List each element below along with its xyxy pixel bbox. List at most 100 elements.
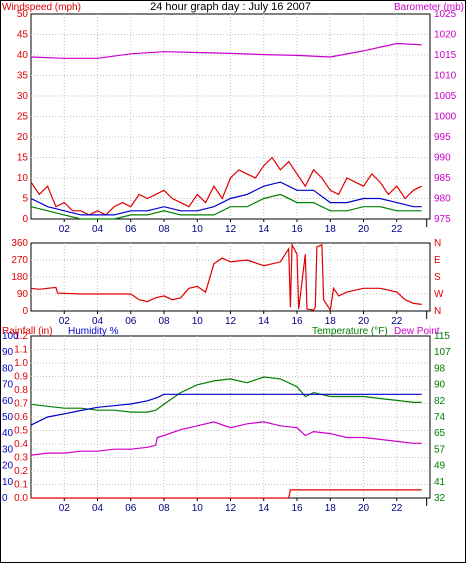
x-tick-label: 02 <box>59 503 71 514</box>
right-tick-label: 41 <box>434 477 446 488</box>
right-tick-label: 90 <box>434 380 446 391</box>
left-tick-label: 0.1 <box>14 480 28 491</box>
right-tick-label: 115 <box>434 331 450 342</box>
left-tick-label: 45 <box>17 30 29 41</box>
x-tick-label: 06 <box>125 316 137 327</box>
x-tick-label: 04 <box>92 224 104 235</box>
series-line <box>30 421 422 456</box>
right-tick-label: 980 <box>434 194 451 205</box>
left-tick-label: 0 <box>22 306 28 317</box>
right-axis-label-2: Dew Point <box>394 326 440 337</box>
right-tick-label: 82 <box>434 396 446 407</box>
left-tick-label: 25 <box>17 112 29 123</box>
left2-tick-label: 20 <box>2 461 14 472</box>
right-tick-label: 57 <box>434 444 446 455</box>
x-tick-label: 08 <box>158 316 170 327</box>
left-tick-label: 5 <box>22 194 28 205</box>
left-tick-label: 0 <box>22 214 28 225</box>
x-tick-label: 14 <box>258 503 270 514</box>
x-tick-label: 20 <box>358 224 370 235</box>
x-tick-label: 20 <box>358 316 370 327</box>
x-tick-label: 16 <box>291 316 303 327</box>
right-tick-label: 1020 <box>434 30 457 41</box>
x-tick-label: 20 <box>358 503 370 514</box>
right-tick-label: N <box>434 238 441 249</box>
left-tick-label: 40 <box>17 50 29 61</box>
left2-tick-label: 60 <box>2 396 14 407</box>
left-tick-label: 1.0 <box>14 358 28 369</box>
right-tick-label: 1000 <box>434 112 457 123</box>
right-tick-label: 995 <box>434 132 451 143</box>
left2-tick-label: 90 <box>2 347 14 358</box>
left2-axis-label: Humidity % <box>68 326 119 337</box>
panel-1 <box>30 13 431 227</box>
x-tick-label: 18 <box>325 224 337 235</box>
left-axis-label: Windspeed (mph) <box>2 2 81 13</box>
left-tick-label: 360 <box>11 238 28 249</box>
series-line <box>30 393 422 426</box>
panel-3 <box>30 335 431 506</box>
series-line <box>30 156 422 216</box>
right-tick-label: S <box>434 272 441 283</box>
left2-tick-label: 40 <box>2 428 14 439</box>
left-tick-label: 0.7 <box>14 399 28 410</box>
left-tick-label: 0.3 <box>14 453 28 464</box>
right-tick-label: 32 <box>434 493 446 504</box>
left-tick-label: 50 <box>17 9 29 20</box>
left-tick-label: 180 <box>11 272 28 283</box>
right-tick-label: W <box>434 289 444 300</box>
x-tick-label: 16 <box>291 224 303 235</box>
right-tick-label: 107 <box>434 347 451 358</box>
right-tick-label: 1015 <box>434 50 457 61</box>
left-tick-label: 30 <box>17 91 29 102</box>
right-tick-label: E <box>434 255 441 266</box>
left2-tick-label: 50 <box>2 412 14 423</box>
left-tick-label: 0.9 <box>14 372 28 383</box>
right-tick-label: 98 <box>434 363 446 374</box>
series-line <box>30 181 422 216</box>
left-tick-label: 20 <box>17 132 29 143</box>
left-tick-label: 0.5 <box>14 426 28 437</box>
left2-tick-label: 70 <box>2 380 14 391</box>
right-tick-label: 975 <box>434 214 451 225</box>
right-tick-label: 65 <box>434 428 446 439</box>
x-tick-label: 22 <box>391 316 403 327</box>
x-tick-label: 12 <box>225 224 237 235</box>
left-tick-label: 1.2 <box>14 331 28 342</box>
left-tick-label: 90 <box>17 289 29 300</box>
x-tick-label: 10 <box>192 224 204 235</box>
left2-tick-label: 80 <box>2 363 14 374</box>
series-line <box>30 242 422 312</box>
left-tick-label: 0.8 <box>14 385 28 396</box>
left-tick-label: 35 <box>17 71 29 82</box>
x-tick-label: 08 <box>158 503 170 514</box>
x-tick-label: 06 <box>125 503 137 514</box>
x-tick-label: 22 <box>391 224 403 235</box>
left-tick-label: 15 <box>17 153 29 164</box>
series-line <box>31 489 422 499</box>
x-tick-label: 02 <box>59 316 71 327</box>
left-tick-label: 0.2 <box>14 466 28 477</box>
left-tick-label: 0.6 <box>14 412 28 423</box>
x-tick-label: 18 <box>325 503 337 514</box>
x-tick-label: 18 <box>325 316 337 327</box>
series-line <box>30 376 422 413</box>
x-tick-label: 10 <box>192 316 204 327</box>
x-tick-label: 04 <box>92 316 104 327</box>
x-tick-label: 04 <box>92 503 104 514</box>
right-tick-label: 990 <box>434 153 451 164</box>
x-tick-label: 12 <box>225 316 237 327</box>
series-line <box>30 193 422 220</box>
x-tick-label: 10 <box>192 503 204 514</box>
x-tick-label: 14 <box>258 224 270 235</box>
left-tick-label: 270 <box>11 255 28 266</box>
x-tick-label: 14 <box>258 316 270 327</box>
right-tick-label: 1010 <box>434 71 457 82</box>
left2-tick-label: 0 <box>2 493 8 504</box>
x-tick-label: 02 <box>59 224 71 235</box>
right-tick-label: 985 <box>434 173 451 184</box>
left-axis-label: Rainfall (in) <box>2 326 53 337</box>
right-tick-label: N <box>434 306 441 317</box>
chart-title: 24 hour graph day : July 16 2007 <box>150 1 311 13</box>
